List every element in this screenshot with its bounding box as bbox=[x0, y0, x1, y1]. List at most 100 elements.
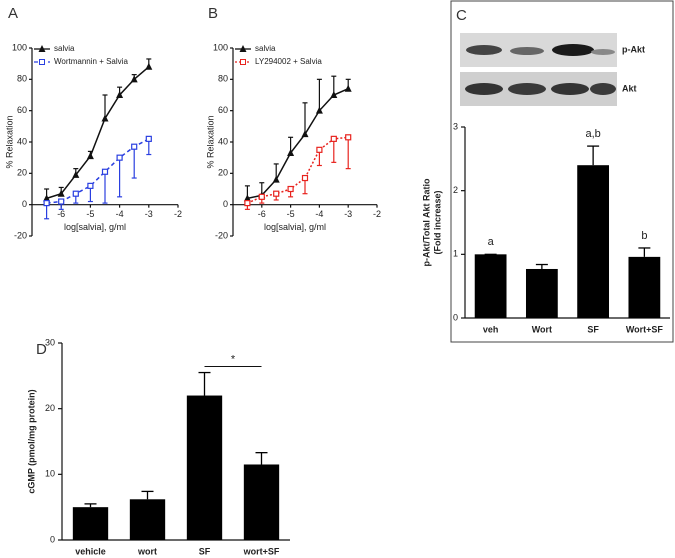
x-tick-label: -5 bbox=[287, 209, 295, 219]
marker bbox=[301, 130, 309, 138]
y-tick-label: 10 bbox=[45, 469, 55, 479]
y-axis-label: (Fold increase) bbox=[432, 190, 442, 254]
blot-band bbox=[466, 45, 502, 55]
marker bbox=[43, 194, 51, 202]
marker bbox=[344, 84, 352, 92]
y-tick-label: 100 bbox=[213, 42, 228, 52]
y-tick-label: 80 bbox=[17, 74, 27, 84]
bar bbox=[474, 254, 507, 318]
marker bbox=[43, 200, 50, 207]
marker bbox=[272, 175, 280, 183]
legend-marker bbox=[239, 45, 247, 52]
x-tick-label: -2 bbox=[373, 209, 381, 219]
marker bbox=[345, 134, 352, 141]
bar-label: a bbox=[488, 236, 495, 248]
y-tick-label: 80 bbox=[218, 74, 228, 84]
y-axis-label: % Relaxation bbox=[205, 115, 215, 168]
y-tick-label: 20 bbox=[218, 168, 228, 178]
y-tick-label: 0 bbox=[223, 199, 228, 209]
y-tick-label: 100 bbox=[12, 42, 27, 52]
y-tick-label: 20 bbox=[45, 403, 55, 413]
x-tick-label: SF bbox=[199, 546, 211, 556]
x-tick-label: wort bbox=[137, 546, 157, 556]
blot-label: p-Akt bbox=[622, 44, 645, 54]
marker bbox=[58, 198, 65, 205]
blot-band bbox=[552, 44, 594, 56]
blot-label: Akt bbox=[622, 83, 637, 93]
x-axis-label: log[salvia], g/ml bbox=[264, 222, 326, 232]
legend-label: salvia bbox=[255, 44, 276, 53]
x-tick-label: Wort+SF bbox=[626, 324, 664, 334]
marker bbox=[131, 143, 138, 150]
x-tick-label: -3 bbox=[145, 209, 153, 219]
marker bbox=[287, 185, 294, 193]
significance-label: * bbox=[231, 353, 236, 365]
x-tick-label: Wort bbox=[532, 324, 552, 334]
marker bbox=[101, 114, 109, 122]
marker bbox=[130, 75, 138, 83]
marker bbox=[145, 135, 152, 142]
legend-marker bbox=[240, 59, 246, 65]
blot-band bbox=[591, 49, 615, 55]
bar bbox=[72, 507, 109, 540]
x-tick-label: -2 bbox=[174, 209, 182, 219]
panel-label: B bbox=[208, 5, 218, 22]
marker bbox=[116, 91, 124, 98]
marker bbox=[145, 62, 153, 70]
y-axis-label: p-Akt/Total Akt Ratio bbox=[421, 178, 431, 266]
marker bbox=[330, 91, 338, 98]
bar bbox=[243, 464, 280, 540]
panel-label: A bbox=[8, 5, 18, 22]
y-tick-label: 20 bbox=[17, 168, 27, 178]
y-tick-label: 0 bbox=[453, 312, 458, 322]
x-tick-label: -6 bbox=[57, 209, 65, 219]
marker bbox=[316, 146, 323, 153]
marker bbox=[330, 135, 337, 142]
x-tick-label: -4 bbox=[116, 209, 124, 219]
marker bbox=[244, 200, 251, 207]
y-tick-label: 40 bbox=[218, 136, 228, 146]
panel-label: D bbox=[36, 341, 47, 358]
bar bbox=[577, 165, 610, 318]
marker bbox=[273, 190, 280, 197]
bar-label: a,b bbox=[585, 128, 600, 140]
legend-label: salvia bbox=[54, 44, 75, 53]
marker bbox=[116, 154, 123, 161]
marker bbox=[301, 174, 309, 182]
blot bbox=[460, 33, 617, 106]
legend-label: Wortmannin + Salvia bbox=[54, 57, 128, 66]
marker bbox=[87, 182, 94, 189]
marker bbox=[72, 170, 80, 178]
blot-band bbox=[508, 83, 546, 95]
blot-band bbox=[590, 83, 616, 95]
legend-marker bbox=[38, 45, 46, 52]
marker bbox=[101, 168, 109, 175]
y-tick-label: 60 bbox=[17, 105, 27, 115]
marker bbox=[258, 193, 265, 200]
x-tick-label: wort+SF bbox=[243, 546, 280, 556]
y-axis-label: cGMP (pmol/mg protein) bbox=[26, 389, 36, 493]
x-tick-label: SF bbox=[587, 324, 599, 334]
marker bbox=[315, 106, 323, 114]
x-tick-label: vehicle bbox=[75, 546, 106, 556]
y-tick-label: -20 bbox=[14, 230, 27, 240]
marker bbox=[72, 190, 79, 197]
legend-marker bbox=[39, 59, 45, 65]
x-tick-label: -5 bbox=[86, 209, 94, 219]
blot-band bbox=[510, 47, 544, 55]
x-tick-label: veh bbox=[483, 324, 499, 334]
bar bbox=[129, 499, 166, 540]
y-axis-label: % Relaxation bbox=[4, 115, 14, 168]
blot-band bbox=[551, 83, 589, 95]
marker bbox=[86, 152, 94, 160]
x-tick-label: -6 bbox=[258, 209, 266, 219]
marker bbox=[243, 194, 251, 202]
x-tick-label: -4 bbox=[315, 209, 323, 219]
y-tick-label: 3 bbox=[453, 121, 458, 131]
marker bbox=[57, 189, 65, 197]
y-tick-label: 0 bbox=[50, 534, 55, 544]
blot-band bbox=[465, 83, 503, 95]
panel-label: C bbox=[456, 7, 467, 24]
legend-label: LY294002 + Salvia bbox=[255, 57, 322, 66]
